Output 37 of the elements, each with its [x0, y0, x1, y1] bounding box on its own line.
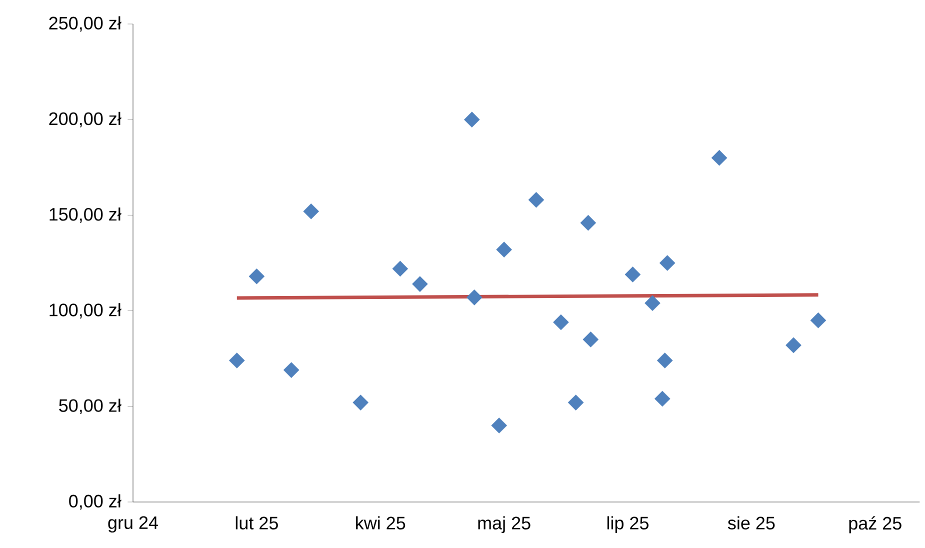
- point: [352, 394, 368, 410]
- point: [711, 150, 728, 166]
- x-tick-label: gru 24: [108, 516, 158, 533]
- point: [248, 268, 265, 284]
- point: [624, 266, 641, 282]
- point: [810, 312, 826, 328]
- point: [568, 394, 584, 410]
- y-tick-label: 50,00 zł: [59, 398, 122, 414]
- point: [392, 260, 408, 277]
- x-tick-label: maj 25: [478, 516, 530, 534]
- x-tick-label: paź 25: [849, 516, 902, 534]
- point: [580, 215, 596, 231]
- point: [466, 290, 482, 306]
- point: [657, 352, 673, 368]
- point: [528, 192, 544, 208]
- point: [464, 112, 480, 128]
- y-tick-label: 150,00 zł: [50, 208, 122, 223]
- point: [786, 337, 802, 354]
- point: [412, 276, 428, 292]
- point: [660, 255, 676, 271]
- point: [229, 352, 245, 368]
- point: [644, 295, 660, 311]
- x-tick-label: lip 25: [607, 516, 648, 534]
- point: [496, 242, 512, 258]
- x-tick-label: kwi 25: [356, 516, 406, 530]
- y-tick-label: 0,00 zł: [69, 494, 122, 510]
- y-tick-label: 250,00 zł: [49, 16, 122, 32]
- point: [303, 204, 319, 220]
- point: [654, 390, 670, 407]
- point: [553, 314, 569, 330]
- point: [582, 332, 598, 348]
- x-tick-label: sie 25: [728, 516, 775, 530]
- y-tick-label: 100,00 zł: [50, 303, 122, 318]
- x-tick-label: lut 25: [236, 516, 278, 530]
- point: [491, 418, 507, 434]
- point: [284, 362, 300, 378]
- y-tick-label: 200,00 zł: [49, 112, 122, 128]
